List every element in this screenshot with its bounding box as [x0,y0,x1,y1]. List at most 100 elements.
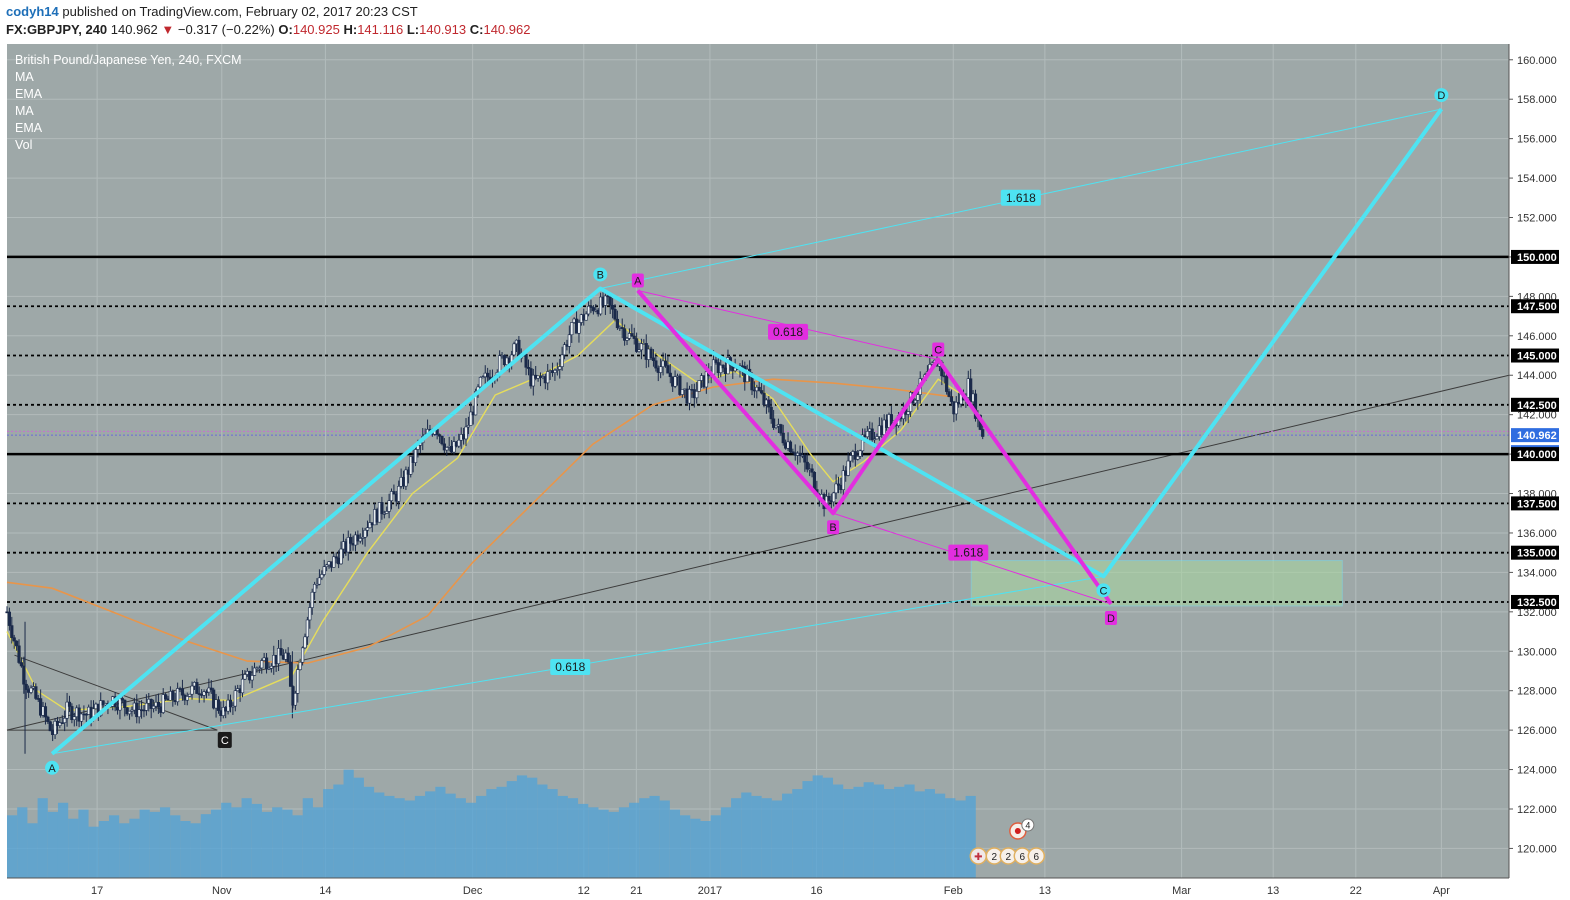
black-point-label-c[interactable]: C [217,731,232,748]
candle-body [663,360,668,366]
volume-bar [241,798,252,878]
target-zone-box[interactable] [970,560,1343,607]
ratio-label[interactable]: 1.618 [948,544,989,561]
candle-body [654,360,658,369]
candle-body [704,371,708,388]
harmonic-patterns[interactable] [50,107,1444,756]
event-marker[interactable] [1021,818,1035,832]
cyan-point-label-d[interactable]: D [1434,88,1449,103]
cyan-pattern-path[interactable] [50,107,1444,756]
volume-bar [649,795,660,878]
ratio-label[interactable]: 0.618 [768,323,809,340]
magenta-pattern-path[interactable] [636,289,1113,606]
candle-body [474,390,478,416]
ratio-label[interactable]: 1.618 [1000,189,1041,206]
candle-body [673,376,677,387]
event-count: 6 [1034,852,1040,863]
price-label-150-000[interactable]: 150.000 [1511,249,1559,264]
candle-body [697,380,701,392]
candle-body [841,470,845,490]
pattern-labels[interactable]: A B C D A B C D 1.618 0.618 1.618 0.618 C [45,88,1449,775]
candle-body [288,661,293,687]
candle-body [872,438,877,441]
volume-bar [843,789,854,878]
candle-body [719,364,723,373]
x-tick-label: 22 [1350,885,1362,897]
candle-body [834,483,838,494]
candle-body [810,468,814,473]
candle-body [151,705,156,709]
legend-ema-2[interactable]: EMA [15,121,43,135]
volume-bar [761,798,772,878]
horizontal-levels [7,255,1509,603]
candle-body [812,471,817,490]
point-label-text: C [1099,585,1107,597]
volume-bar [578,803,589,878]
cyan-point-label-a[interactable]: A [45,760,60,775]
x-tick-label: 2017 [698,885,722,897]
price-label-147-500[interactable]: 147.500 [1511,299,1559,313]
candle-body [620,327,624,329]
event-markers[interactable]: ✚ 2 2 6 64 [969,818,1046,865]
magenta-point-label-a[interactable]: A [631,273,644,288]
legend-vol[interactable]: Vol [15,138,33,152]
publisher-name[interactable]: codyh14 [6,4,59,19]
price-label-140-000[interactable]: 140.000 [1511,447,1559,462]
price-label-135-000[interactable]: 135.000 [1511,545,1559,560]
candle-body [498,355,502,373]
candle-body [678,375,682,395]
time-axis[interactable]: 17 Nov 14 Dec 12 21 2017 16 Feb 13 Mar 13 22 Apr [7,877,1509,897]
candle-body [779,424,783,434]
cyan-point-label-b[interactable]: B [593,267,608,282]
legend-ema-1[interactable]: EMA [15,87,43,101]
price-label-137-500[interactable]: 137.500 [1511,496,1559,511]
magenta-point-label-d[interactable]: D [1104,610,1117,625]
magenta-point-label-b[interactable]: B [827,520,840,535]
price-label-132-500[interactable]: 132.500 [1511,594,1559,609]
ratio-label[interactable]: 0.618 [550,659,591,676]
x-tick-label: Nov [212,885,232,897]
chart-legend: British Pound/Japanese Yen, 240, FXCM MA… [15,52,242,154]
price-label-145-000[interactable]: 145.000 [1511,348,1559,363]
price-axis[interactable]: 160.000 158.000 156.000 154.000 152.000 150.0… [1508,44,1559,878]
x-tick-label: Feb [944,885,963,897]
price-chart[interactable]: A B C D A B C D 1.618 0.618 1.618 0.618 C ✚ 2 2 6 64 160… [0,44,1570,900]
candle-body [856,456,860,460]
candle-body [48,721,52,732]
candle-body [469,411,473,426]
volume-bar [873,784,885,878]
legend-ma-1[interactable]: MA [15,70,34,84]
y-tick-label: 142.000 [1517,410,1557,422]
candle-body [695,391,699,399]
candle-body [606,295,610,298]
label-marker [593,267,608,282]
cyan-point-label-c[interactable]: C [1096,583,1111,598]
volume-bar [200,814,211,878]
candle-body [586,305,591,315]
label-marker [1096,583,1111,598]
candle-body [70,706,74,720]
price-label-140-962[interactable]: 140.962 [1511,428,1559,443]
candle-body [298,661,302,670]
volume-bar [312,807,324,878]
volume-bar [486,789,497,878]
price-label-text: 132.500 [1517,597,1557,609]
volume-bar [782,793,793,878]
trendline-down[interactable] [14,654,218,731]
price-label-bg [1511,545,1559,560]
candle-body [798,452,802,456]
price-label-text: 142.500 [1517,400,1557,412]
price-label-142-500[interactable]: 142.500 [1511,397,1559,412]
magenta-point-label-c[interactable]: C [932,342,945,357]
candle-body [164,694,168,700]
high-value: 141.116 [357,22,404,37]
event-marker[interactable] [1027,847,1046,865]
price-label-text: 147.500 [1517,301,1557,313]
price-label-bg [1511,249,1559,264]
legend-ma-2[interactable]: MA [15,104,34,118]
time-scale-background[interactable] [0,878,1570,900]
volume-bar [914,791,925,878]
ema-line [6,378,954,664]
volume-bar [47,811,58,878]
candle-body [243,674,247,680]
